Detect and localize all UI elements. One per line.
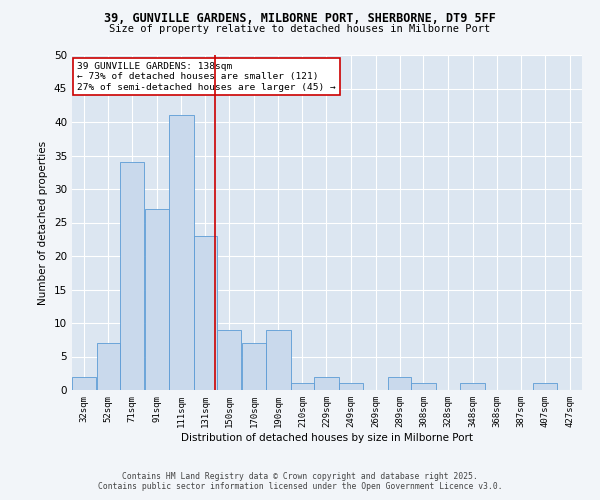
Bar <box>533 384 557 390</box>
Bar <box>242 343 266 390</box>
Bar <box>217 330 241 390</box>
X-axis label: Distribution of detached houses by size in Milborne Port: Distribution of detached houses by size … <box>181 432 473 442</box>
Bar <box>460 384 485 390</box>
Bar <box>120 162 145 390</box>
Y-axis label: Number of detached properties: Number of detached properties <box>38 140 49 304</box>
Bar <box>388 376 411 390</box>
Bar <box>291 384 314 390</box>
Text: Size of property relative to detached houses in Milborne Port: Size of property relative to detached ho… <box>109 24 491 34</box>
Text: 39, GUNVILLE GARDENS, MILBORNE PORT, SHERBORNE, DT9 5FF: 39, GUNVILLE GARDENS, MILBORNE PORT, SHE… <box>104 12 496 26</box>
Bar <box>266 330 290 390</box>
Bar <box>194 236 217 390</box>
Bar <box>72 376 97 390</box>
Bar <box>97 343 120 390</box>
Text: Contains HM Land Registry data © Crown copyright and database right 2025.
Contai: Contains HM Land Registry data © Crown c… <box>98 472 502 491</box>
Bar <box>314 376 338 390</box>
Text: 39 GUNVILLE GARDENS: 138sqm
← 73% of detached houses are smaller (121)
27% of se: 39 GUNVILLE GARDENS: 138sqm ← 73% of det… <box>77 62 336 92</box>
Bar <box>412 384 436 390</box>
Bar <box>145 209 169 390</box>
Bar <box>169 116 194 390</box>
Bar <box>339 384 363 390</box>
